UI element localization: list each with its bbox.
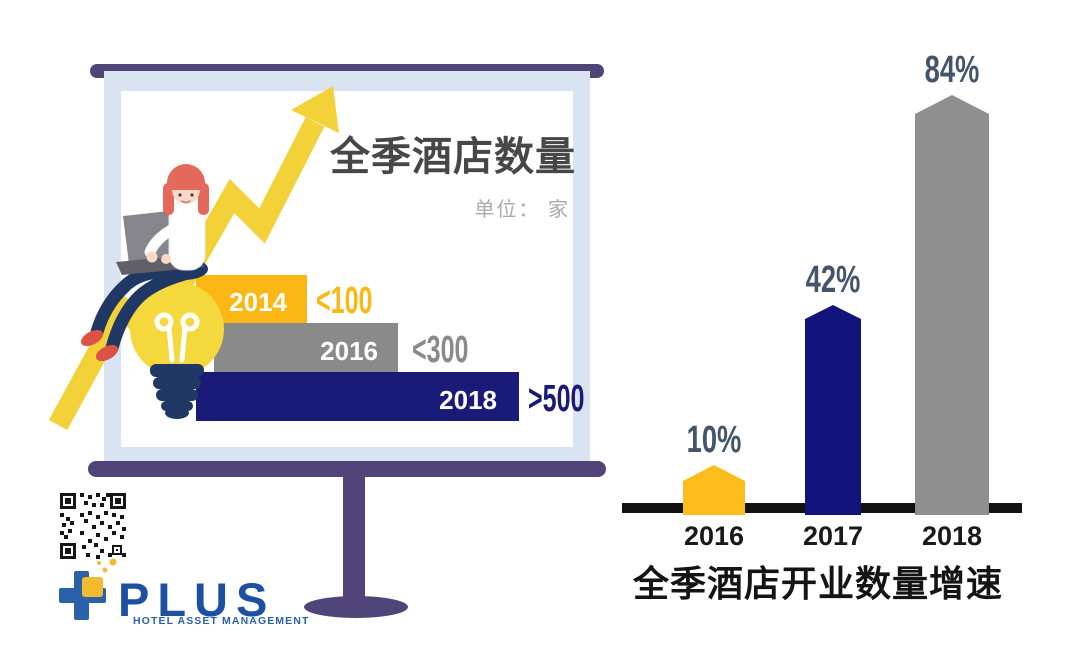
hair-lock — [163, 183, 174, 215]
plus-logo: PLUS HOTEL ASSET MANAGEMENT — [59, 558, 309, 627]
left-chart-unit: 单位： 家 — [474, 198, 570, 221]
bar-2016-value: <300 — [412, 328, 468, 370]
bar-2018-value: >500 — [528, 377, 584, 419]
arm — [144, 220, 185, 258]
column-2017 — [805, 305, 861, 515]
woman-illustration — [80, 164, 209, 362]
tick-label-2016: 2016 — [684, 521, 744, 551]
value-label-2016: 10% — [687, 419, 742, 461]
bar-2016-label: 2016 — [320, 336, 378, 366]
value-label-2018: 84% — [925, 49, 980, 91]
hand — [146, 251, 158, 263]
bulb-glass — [130, 282, 224, 376]
smile — [181, 200, 191, 204]
board-bottom-bar — [88, 461, 606, 477]
easel-pole — [343, 470, 365, 610]
leg-back — [90, 264, 175, 339]
hotel-count-bars: 2014 2016 2018 <100 <300 >500 — [196, 275, 584, 421]
bulb-filament — [154, 312, 200, 363]
growth-rate-chart: 10% 42% 84% 2016 2017 2018 全季酒店开业数量增速 — [622, 49, 1022, 604]
value-label-2017: 42% — [806, 259, 861, 301]
logo-dot — [102, 567, 108, 573]
hand — [161, 254, 171, 264]
qr-code — [56, 489, 130, 563]
column-2016 — [683, 465, 745, 515]
left-chart-title: 全季酒店数量 — [329, 134, 576, 179]
tick-label-2017: 2017 — [803, 521, 863, 551]
bar-2018-label: 2018 — [439, 385, 497, 415]
left-board-scene: 2014 2016 2018 <100 <300 >500 — [48, 64, 606, 627]
leg-front — [105, 267, 191, 355]
logo-wordmark: PLUS — [118, 573, 275, 626]
lightbulb-illustration — [130, 282, 224, 419]
qr-modules — [60, 493, 126, 559]
growth-arrow-head — [291, 86, 339, 133]
eye — [190, 193, 194, 197]
right-chart-title: 全季酒店开业数量增速 — [632, 563, 1003, 604]
face — [172, 190, 200, 204]
hair-lock — [198, 183, 209, 215]
column-2018 — [915, 95, 989, 515]
bar-2014-label: 2014 — [229, 287, 287, 317]
bar-2018 — [196, 372, 519, 421]
eye — [178, 193, 182, 197]
logo-tagline: HOTEL ASSET MANAGEMENT — [133, 615, 309, 627]
shoe — [95, 344, 119, 362]
bar-2014-value: <100 — [316, 279, 372, 321]
bulb-base — [150, 364, 204, 419]
tick-label-2018: 2018 — [922, 521, 982, 551]
shoe — [80, 329, 104, 347]
bar-2016 — [214, 323, 398, 372]
logo-dot — [109, 558, 117, 566]
easel-base — [304, 596, 408, 618]
logo-square — [82, 577, 103, 597]
logo-dot — [97, 561, 101, 565]
